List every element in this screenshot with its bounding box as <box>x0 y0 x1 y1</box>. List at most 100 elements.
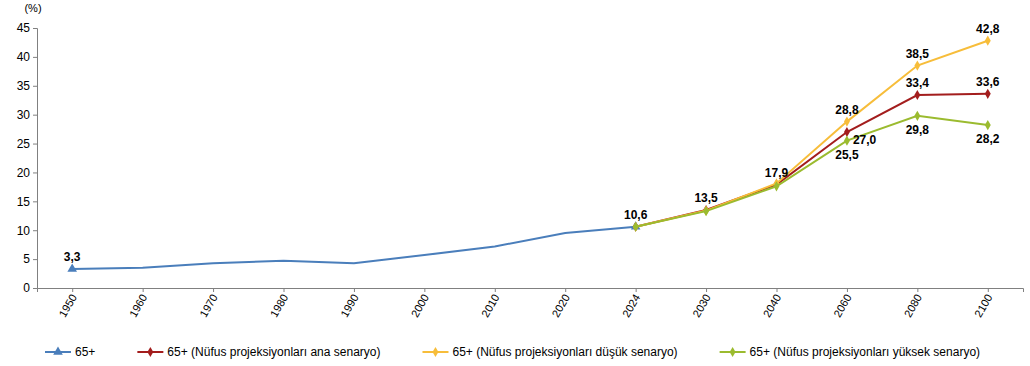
x-tick: 2060 <box>831 288 854 319</box>
y-axis-title: (%) <box>24 2 41 14</box>
x-tick-label: 2030 <box>690 292 713 319</box>
data-label: 27,0 <box>853 133 877 147</box>
y-tick-label: 30 <box>17 108 31 122</box>
series-marker <box>914 60 920 70</box>
series-marker <box>985 120 991 130</box>
legend-marker <box>53 346 63 354</box>
x-tick: 1980 <box>268 288 291 319</box>
x-tick-label: 2100 <box>972 292 995 319</box>
series-marker <box>703 205 709 215</box>
x-tick-mark <box>213 288 214 292</box>
y-tick-label: 15 <box>17 195 31 209</box>
x-tick-mark <box>284 288 285 292</box>
series-marker <box>844 127 850 137</box>
data-label: 33,6 <box>976 75 1000 89</box>
legend-label: 65+ <box>75 345 95 359</box>
data-label: 3,3 <box>64 250 81 264</box>
plot-marks <box>67 36 990 272</box>
x-tick: 2020 <box>549 288 572 319</box>
x-tick-label: 2080 <box>901 292 924 319</box>
y-tick: 0 <box>23 281 37 295</box>
legend-marker <box>730 347 736 357</box>
x-tick-label: 1980 <box>268 292 291 319</box>
y-tick: 45 <box>17 21 37 35</box>
y-axis-line <box>33 29 38 289</box>
legend: 65+65+ (Nüfus projeksiyonları ana senary… <box>45 345 980 359</box>
y-tick: 15 <box>17 195 37 209</box>
data-label: 13,5 <box>694 191 718 205</box>
y-tick: 5 <box>23 252 37 266</box>
x-tick-mark <box>72 288 73 292</box>
y-tick: 20 <box>17 166 37 180</box>
y-tick-mark <box>33 57 37 58</box>
y-tick: 25 <box>17 137 37 151</box>
x-tick-mark <box>424 288 425 292</box>
x-tick-label: 2040 <box>761 292 784 319</box>
x-axis-line <box>38 289 1024 293</box>
series-marker <box>985 36 991 46</box>
series-line <box>636 41 988 227</box>
x-tick-mark <box>495 288 496 292</box>
y-tick-mark <box>33 288 37 289</box>
series-line <box>636 94 988 227</box>
x-tick: 1990 <box>338 288 361 319</box>
data-label: 28,2 <box>976 132 1000 146</box>
x-tick-mark <box>988 288 989 292</box>
y-tick-label: 35 <box>17 79 31 93</box>
x-tick: 2040 <box>761 288 784 319</box>
y-tick-mark <box>33 259 37 260</box>
y-tick-mark <box>33 144 37 145</box>
y-tick-mark <box>33 172 37 173</box>
series-line <box>72 227 635 269</box>
x-tick: 1960 <box>127 288 150 319</box>
x-tick-label: 2000 <box>408 292 431 319</box>
x-tick-mark <box>636 288 637 292</box>
y-tick: 40 <box>17 50 37 64</box>
data-label: 28,8 <box>835 103 859 117</box>
x-tick-label: 1950 <box>56 292 79 319</box>
x-tick-mark <box>143 288 144 292</box>
data-label: 10,6 <box>624 208 648 222</box>
y-tick-mark <box>33 230 37 231</box>
series-marker <box>67 263 77 271</box>
legend-label: 65+ (Nüfus projeksiyonları düşük senaryo… <box>452 345 677 359</box>
x-tick: 1970 <box>197 288 220 319</box>
legend-marker <box>433 347 439 357</box>
y-tick-label: 0 <box>23 281 30 295</box>
x-tick-label: 1990 <box>338 292 361 319</box>
data-label: 38,5 <box>906 47 930 61</box>
x-tick-mark <box>847 288 848 292</box>
y-tick: 10 <box>17 224 37 238</box>
series-marker <box>844 117 850 127</box>
x-tick-mark <box>565 288 566 292</box>
y-tick-mark <box>33 86 37 87</box>
data-label: 17,9 <box>765 166 789 180</box>
y-tick: 30 <box>17 108 37 122</box>
y-tick-mark <box>33 115 37 116</box>
legend-item: 65+ (Nüfus projeksiyonları yüksek senary… <box>720 345 980 359</box>
x-tick-mark <box>917 288 918 292</box>
y-tick-mark <box>33 201 37 202</box>
series-line <box>636 116 988 227</box>
series-marker <box>633 222 639 232</box>
y-axis: 0 5 10 15 20 25 30 35 40 45 <box>17 21 38 295</box>
x-tick: 2024 <box>620 288 643 319</box>
x-tick-label: 1960 <box>127 292 150 319</box>
data-label: 42,8 <box>976 22 1000 36</box>
data-label: 25,5 <box>835 148 859 162</box>
data-label: 33,4 <box>906 76 930 90</box>
series-marker <box>774 181 780 191</box>
legend-item: 65+ <box>45 345 95 359</box>
y-tick: 35 <box>17 79 37 93</box>
series-marker <box>703 206 709 216</box>
x-tick: 2010 <box>479 288 502 319</box>
legend-item: 65+ (Nüfus projeksiyonları düşük senaryo… <box>422 345 677 359</box>
chart: 0 5 10 15 20 25 30 35 40 45 1950 1960 1970 1980 1990 20… <box>0 0 1030 366</box>
y-tick-label: 45 <box>17 21 31 35</box>
x-tick: 1950 <box>56 288 79 319</box>
y-tick-label: 40 <box>17 50 31 64</box>
y-tick-label: 10 <box>17 224 31 238</box>
series-marker <box>914 90 920 100</box>
x-tick-mark <box>354 288 355 292</box>
x-tick: 2030 <box>690 288 713 319</box>
